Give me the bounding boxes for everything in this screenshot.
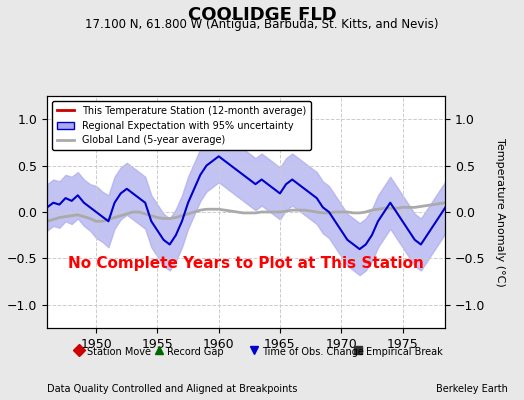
Text: COOLIDGE FLD: COOLIDGE FLD — [188, 6, 336, 24]
Legend: This Temperature Station (12-month average), Regional Expectation with 95% uncer: This Temperature Station (12-month avera… — [52, 101, 311, 150]
Text: No Complete Years to Plot at This Station: No Complete Years to Plot at This Statio… — [68, 256, 424, 270]
Text: Time of Obs. Change: Time of Obs. Change — [262, 347, 364, 357]
Text: Data Quality Controlled and Aligned at Breakpoints: Data Quality Controlled and Aligned at B… — [47, 384, 298, 394]
Text: Station Move: Station Move — [87, 347, 151, 357]
Text: Berkeley Earth: Berkeley Earth — [436, 384, 508, 394]
Y-axis label: Temperature Anomaly (°C): Temperature Anomaly (°C) — [495, 138, 505, 286]
Text: Empirical Break: Empirical Break — [366, 347, 442, 357]
Text: 17.100 N, 61.800 W (Antigua, Barbuda, St. Kitts, and Nevis): 17.100 N, 61.800 W (Antigua, Barbuda, St… — [85, 18, 439, 31]
Text: Record Gap: Record Gap — [167, 347, 223, 357]
